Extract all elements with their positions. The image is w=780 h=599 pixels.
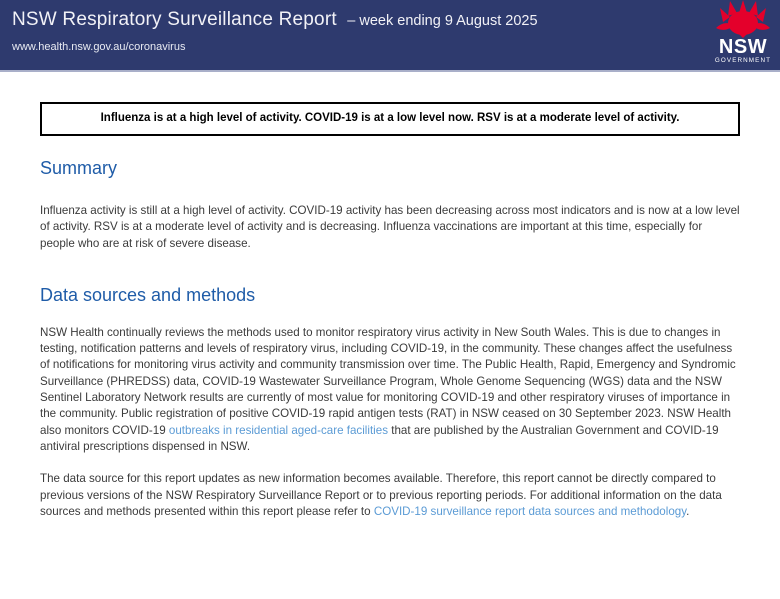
aged-care-outbreaks-link[interactable]: outbreaks in residential aged-care facil…	[168, 423, 388, 437]
report-week-subtitle: – week ending 9 August 2025	[347, 13, 538, 29]
summary-paragraph: Influenza activity is still at a high le…	[40, 204, 740, 250]
nsw-government-logo: NSW GOVERNMENT	[714, 0, 772, 72]
health-website-url: www.health.nsw.gov.au/coronavirus	[12, 41, 186, 53]
report-header-banner: NSW Respiratory Surveillance Report – we…	[0, 0, 780, 72]
activity-status-alert-box: Influenza is at a high level of activity…	[40, 102, 740, 136]
data-sources-paragraph-1-tail: that are published by the Australian Gov…	[40, 423, 719, 453]
nsw-waratah-icon	[714, 0, 772, 38]
data-sources-paragraph-2-tail: .	[686, 504, 690, 518]
data-sources-paragraph-2-text: The data source for this report updates …	[40, 472, 722, 518]
logo-government-text: GOVERNMENT	[714, 57, 772, 64]
methodology-link[interactable]: COVID-19 surveillance report data source…	[373, 504, 687, 518]
logo-nsw-text: NSW	[718, 36, 768, 58]
data-sources-paragraph-2: The data source for this report updates …	[40, 471, 740, 520]
summary-heading: Summary	[40, 158, 118, 178]
data-sources-paragraph-1: NSW Health continually reviews the metho…	[40, 325, 740, 455]
report-body: Influenza is at a high level of activity…	[40, 102, 740, 520]
page-title: NSW Respiratory Surveillance Report	[12, 9, 337, 30]
data-sources-paragraph-1-text: NSW Health continually reviews the metho…	[40, 325, 736, 437]
data-sources-heading: Data sources and methods	[40, 284, 256, 305]
activity-status-text: Influenza is at a high level of activity…	[100, 112, 680, 124]
